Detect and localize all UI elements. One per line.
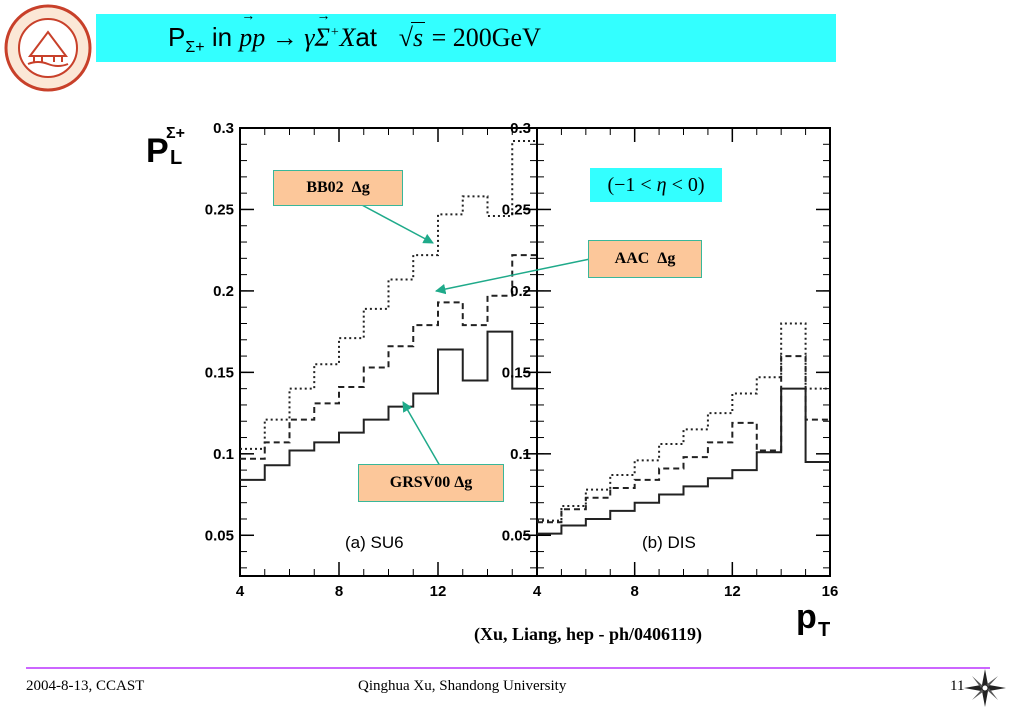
footer-date: 2004-8-13, CCAST — [26, 678, 145, 694]
y-tick-label: 0.25 — [502, 201, 531, 218]
y-tick-label: 0.05 — [502, 527, 531, 544]
x-tick-label: 16 — [822, 583, 839, 600]
compass-icon[interactable] — [962, 668, 1008, 708]
y-tick-label: 0.1 — [213, 446, 234, 463]
slide-title: PΣ+ in pp → γΣ+Xat √s = 200GeV — [168, 9, 541, 57]
series-dashed — [240, 254, 537, 460]
x-axis-label: p — [796, 598, 817, 636]
title-bar — [96, 14, 836, 62]
y-tick-label: 0.1 — [510, 446, 531, 463]
y-tick-label: 0.15 — [205, 364, 234, 381]
y-tick-label: 0.25 — [205, 201, 234, 218]
y-tick-label: 0.15 — [502, 364, 531, 381]
aac-arrow — [434, 258, 591, 295]
footer-author: Qinghua Xu, Shandong University — [358, 678, 567, 694]
page-number: 11 — [950, 678, 965, 694]
x-tick-label: 4 — [236, 583, 245, 600]
footer-divider — [26, 667, 990, 669]
panel-label: (b) DIS — [642, 533, 696, 552]
y-axis-label-sup: Σ+ — [166, 125, 185, 142]
x-tick-label: 4 — [533, 583, 542, 600]
panel-label: (a) SU6 — [345, 533, 404, 552]
y-tick-label: 0.05 — [205, 527, 234, 544]
bb02-annotation: BB02 Δg — [273, 170, 403, 206]
x-tick-label: 8 — [335, 583, 343, 600]
eta-range-label: (−1 < η < 0) — [590, 168, 722, 202]
series-solid — [537, 387, 830, 535]
university-logo-icon — [4, 4, 92, 92]
y-axis-label-sub: L — [170, 147, 182, 169]
y-tick-label: 0.2 — [510, 283, 531, 300]
grsv-arrow — [402, 401, 441, 467]
x-tick-label: 12 — [430, 583, 447, 600]
y-tick-label: 0.3 — [213, 120, 234, 137]
aac-annotation: AAC Δg — [588, 240, 702, 278]
x-axis-label-sub: T — [818, 619, 830, 641]
citation: (Xu, Liang, hep - ph/0406119) — [474, 624, 703, 644]
y-tick-label: 0.3 — [510, 120, 531, 137]
bb02-arrow — [359, 203, 434, 244]
x-tick-label: 8 — [630, 583, 638, 600]
series-dashed — [537, 355, 830, 524]
y-axis-label: P — [146, 132, 169, 170]
x-tick-label: 12 — [724, 583, 741, 600]
series-solid — [240, 330, 537, 481]
y-tick-label: 0.2 — [213, 283, 234, 300]
grsv-annotation: GRSV00 Δg — [358, 464, 504, 502]
